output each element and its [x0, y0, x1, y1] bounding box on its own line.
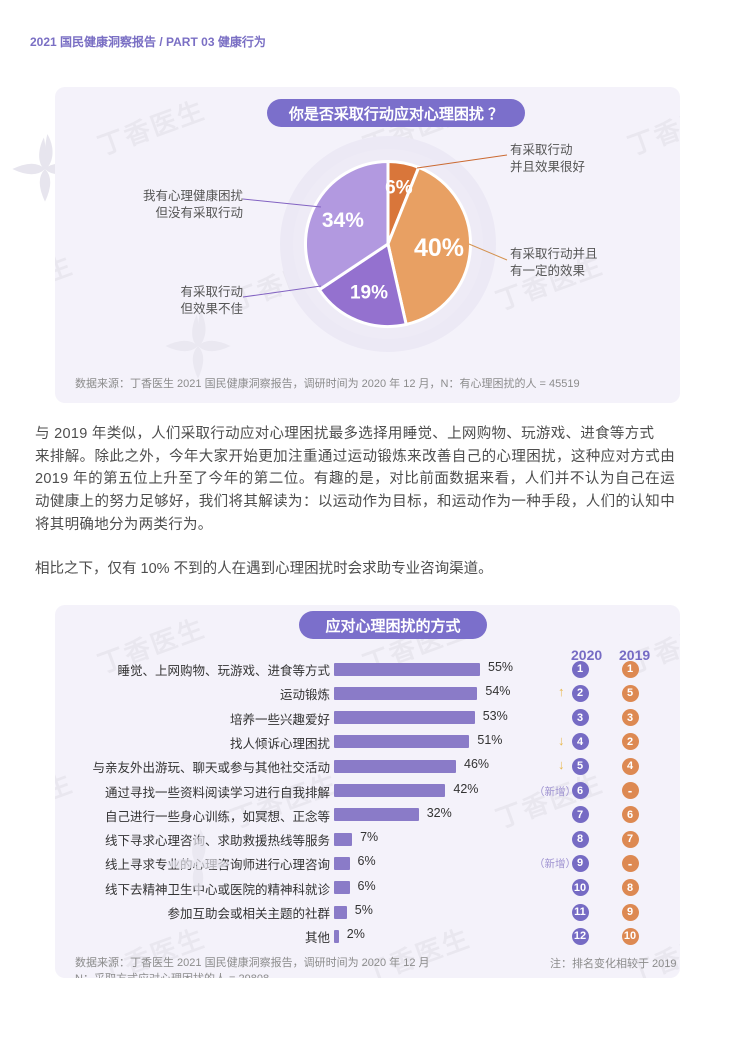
svg-text:19%: 19% — [350, 283, 388, 304]
svg-text:34%: 34% — [322, 209, 364, 232]
svg-text:40%: 40% — [414, 234, 464, 262]
svg-text:6%: 6% — [385, 177, 413, 198]
